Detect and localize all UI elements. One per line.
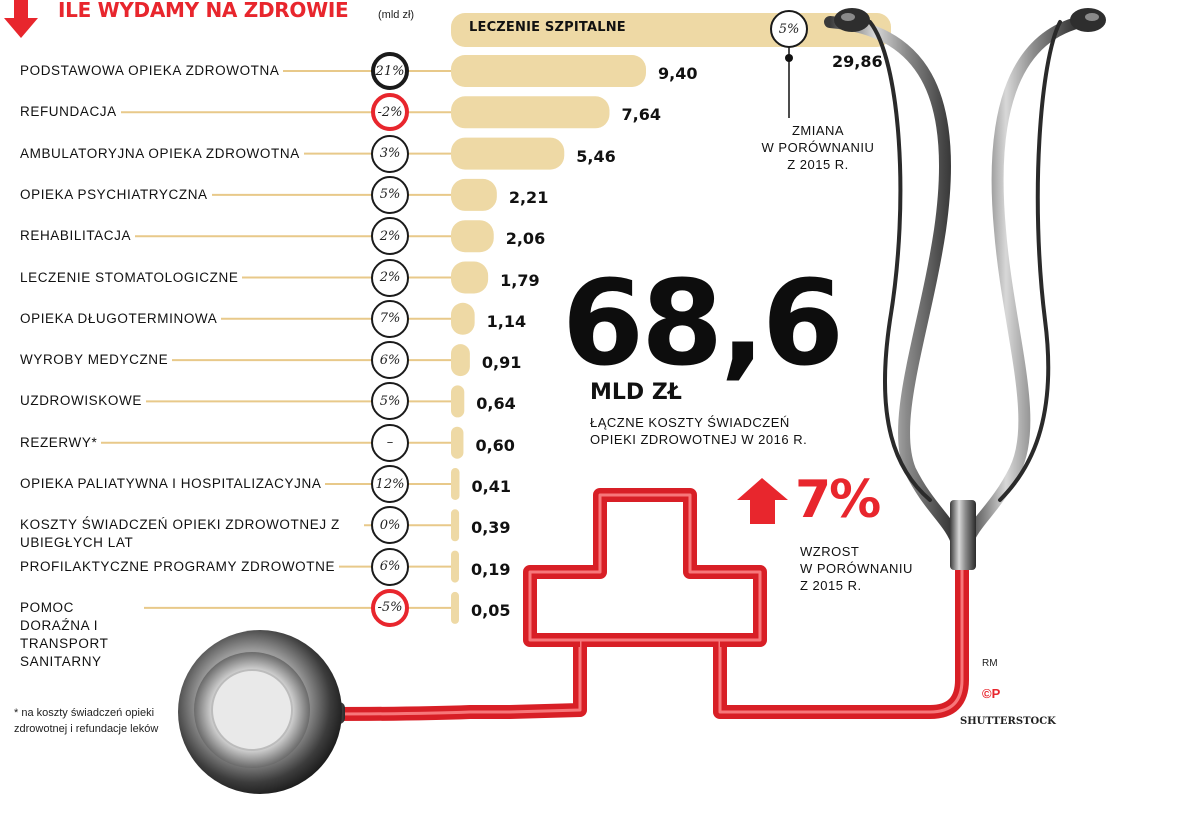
bar xyxy=(451,426,464,459)
total-caption-line: ŁĄCZNE KOSZTY ŚWIADCZEŃ xyxy=(590,415,790,430)
bar xyxy=(451,137,565,170)
category-label: OPIEKA PALIATYWNA I HOSPITALIZACYJNA xyxy=(20,475,326,493)
change-circle: 0% xyxy=(371,506,409,545)
category-label: AMBULATORYJNA OPIEKA ZDROWOTNA xyxy=(20,144,304,163)
growth-value: 7% xyxy=(795,470,881,530)
category-label: POMOC DORAŹNA I TRANSPORT SANITARNY xyxy=(20,598,144,671)
growth-caption-line: Z 2015 R. xyxy=(800,578,862,593)
change-circle: – xyxy=(371,423,409,462)
down-arrow-icon xyxy=(4,0,38,38)
change-circle: 21% xyxy=(371,52,409,90)
total-caption: ŁĄCZNE KOSZTY ŚWIADCZEŃ OPIEKI ZDROWOTNE… xyxy=(590,414,807,448)
category-label: UZDROWISKOWE xyxy=(20,392,146,411)
value-label: 0,91 xyxy=(481,353,522,373)
change-note: ZMIANA W PORÓWNANIU Z 2015 R. xyxy=(758,122,878,173)
change-circle: 5% xyxy=(770,10,808,48)
change-circle: 6% xyxy=(371,547,409,586)
growth-caption: WZROST W PORÓWNANIU Z 2015 R. xyxy=(800,543,913,594)
bar xyxy=(451,220,494,253)
change-circle: 2% xyxy=(371,217,409,256)
category-label: PROFILAKTYCZNE PROGRAMY ZDROWOTNE xyxy=(20,557,340,576)
value-label: 0,05 xyxy=(471,600,511,620)
change-circle: 5% xyxy=(371,382,409,421)
change-circle: 3% xyxy=(371,134,409,173)
category-label: PODSTAWOWA OPIEKA ZDROWOTNA xyxy=(20,62,284,80)
change-note-line: ZMIANA xyxy=(791,123,845,138)
value-label: 29,86 xyxy=(832,52,883,71)
value-label: 0,19 xyxy=(471,559,511,579)
change-circle: 12% xyxy=(371,465,409,503)
bar xyxy=(451,302,475,335)
change-note-dot xyxy=(785,54,793,62)
change-circle: 2% xyxy=(371,258,409,297)
bar xyxy=(451,509,460,542)
total-unit: MLD ZŁ xyxy=(590,380,682,405)
category-label: REFUNDACJA xyxy=(20,103,121,122)
credit-rm: RM xyxy=(982,658,998,669)
top-bar-label: LECZENIE SZPITALNE xyxy=(469,20,626,35)
chart-unit: (mld zł) xyxy=(378,9,415,21)
growth-caption-line: W PORÓWNANIU xyxy=(800,561,913,576)
bar xyxy=(451,55,646,87)
category-label: KOSZTY ŚWIADCZEŃ OPIEKI ZDROWOTNEJ Z UBI… xyxy=(20,516,364,553)
value-label: 0,39 xyxy=(471,518,511,538)
stethoscope-illustration xyxy=(178,8,1106,794)
bar xyxy=(451,591,459,624)
value-label: 0,60 xyxy=(475,435,515,455)
change-circle: -5% xyxy=(371,588,409,627)
category-label: LECZENIE STOMATOLOGICZNE xyxy=(20,268,243,287)
value-label: 0,64 xyxy=(476,394,516,414)
value-label: 7,64 xyxy=(621,105,661,125)
bar xyxy=(451,178,497,211)
bar xyxy=(451,344,470,377)
change-note-line: W PORÓWNANIU xyxy=(761,140,875,155)
value-label: 2,21 xyxy=(508,187,549,207)
credit-source: SHUTTERSTOCK xyxy=(960,716,1056,727)
footnote: * na koszty świadczeń opieki zdrowotnej … xyxy=(14,707,159,735)
bar xyxy=(451,261,489,294)
bar xyxy=(451,96,610,129)
up-arrow-icon xyxy=(737,478,788,524)
change-circle: 7% xyxy=(371,299,409,338)
bar xyxy=(451,550,459,583)
category-label: OPIEKA PSYCHIATRYCZNA xyxy=(20,185,212,204)
category-label: REZERWY* xyxy=(20,433,102,452)
credit-copyright: ©P xyxy=(982,686,1001,701)
growth-caption-line: WZROST xyxy=(800,544,860,559)
value-label: 0,41 xyxy=(471,477,511,496)
total-caption-line: OPIEKI ZDROWOTNEJ W 2016 R. xyxy=(590,432,808,447)
value-label: 9,40 xyxy=(658,64,698,83)
value-label: 1,14 xyxy=(486,311,527,331)
change-circle: 5% xyxy=(371,175,409,214)
value-label: 2,06 xyxy=(505,229,546,249)
chart-title: ILE WYDAMY NA ZDROWIE xyxy=(58,0,349,22)
change-note-line: Z 2015 R. xyxy=(787,157,849,172)
bar xyxy=(451,385,465,418)
category-label: REHABILITACJA xyxy=(20,227,136,246)
change-circle: 6% xyxy=(371,341,409,380)
category-label: OPIEKA DŁUGOTERMINOWA xyxy=(20,309,222,328)
category-label: WYROBY MEDYCZNE xyxy=(20,351,173,370)
bar xyxy=(451,468,460,500)
change-circle: -2% xyxy=(371,93,409,132)
value-label: 1,79 xyxy=(500,270,540,290)
value-label: 5,46 xyxy=(576,146,616,166)
total-value: 68,6 xyxy=(562,254,844,392)
